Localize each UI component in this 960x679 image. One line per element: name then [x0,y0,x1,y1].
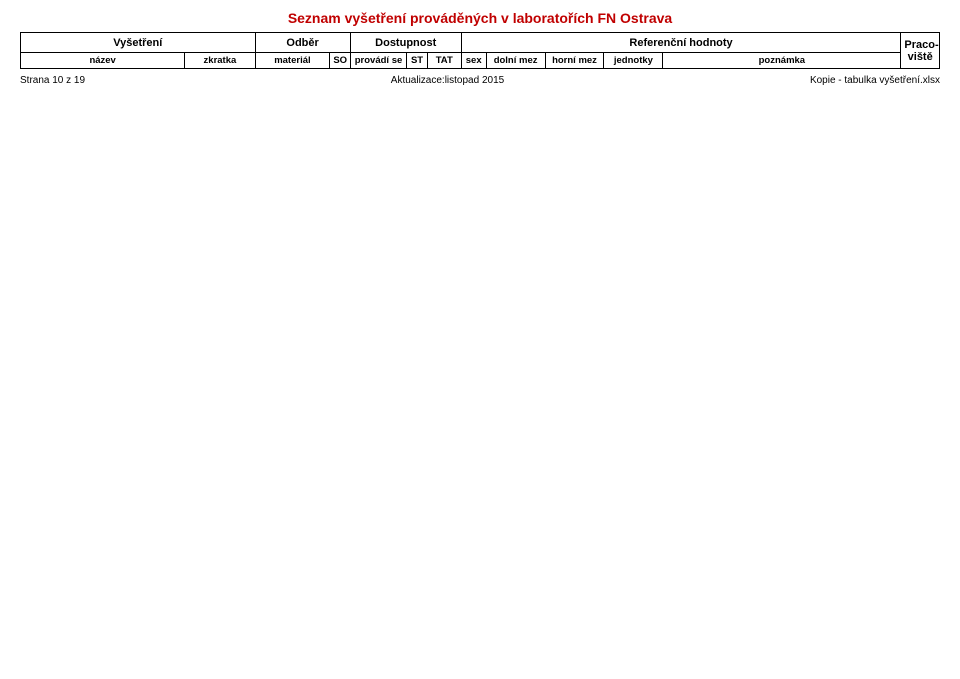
gh-prac: Praco-viště [901,33,940,69]
h-jed: jednotky [604,53,663,69]
h-sex: sex [461,53,486,69]
h-so: SO [330,53,350,69]
group-header-row: Vyšetření Odběr Dostupnost Referenční ho… [21,33,940,53]
exam-table: Vyšetření Odběr Dostupnost Referenční ho… [20,32,940,69]
h-nazev: název [21,53,185,69]
gh-dostupnost: Dostupnost [350,33,461,53]
h-poz: poznámka [663,53,901,69]
col-header-row: název zkratka materiál SO provádí se ST … [21,53,940,69]
gh-odber: Odběr [255,33,350,53]
h-zkr: zkratka [185,53,255,69]
page-title: Seznam vyšetření prováděných v laboratoř… [20,10,940,26]
gh-vysetreni: Vyšetření [21,33,256,53]
h-hm: horní mez [545,53,604,69]
footer-left: Strana 10 z 19 [20,75,85,86]
footer-right: Kopie - tabulka vyšetření.xlsx [810,75,940,86]
h-prov: provádí se [350,53,407,69]
h-tat: TAT [427,53,461,69]
gh-ref: Referenční hodnoty [461,33,901,53]
h-dm: dolní mez [486,53,545,69]
footer-center: Aktualizace:listopad 2015 [391,75,504,86]
h-mat: materiál [255,53,330,69]
h-st: ST [407,53,427,69]
footer: Strana 10 z 19 Aktualizace:listopad 2015… [20,75,940,86]
